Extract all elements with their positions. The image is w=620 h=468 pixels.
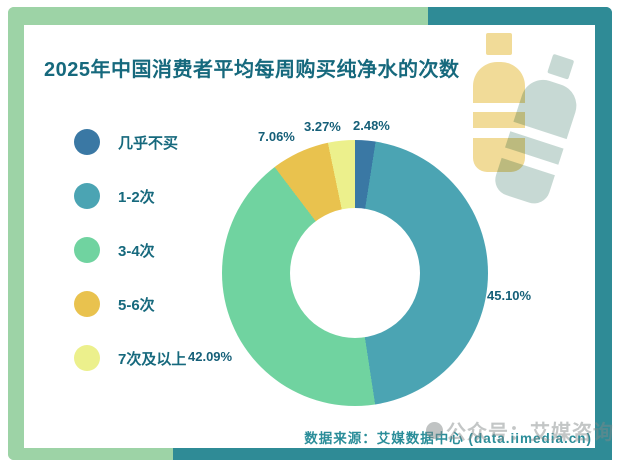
legend-label: 3-4次 [118,242,155,260]
legend-item: 几乎不买 [74,129,186,155]
frame-right [595,7,612,460]
chart-legend: 几乎不买 1-2次 3-4次 5-6次 7次及以上 [74,129,186,399]
page-title: 2025年中国消费者平均每周购买纯净水的次数 [44,59,460,81]
chart-card: 2025年中国消费者平均每周购买纯净水的次数 几乎不买 1-2次 3-4次 5-… [24,25,595,448]
legend-label: 1-2次 [118,188,155,206]
water-bottle-icon [471,33,527,172]
frame-bottom-right [173,448,612,460]
legend-swatch [74,183,100,209]
legend-swatch [74,291,100,317]
data-source-note: 数据来源：艾媒数据中心 (data.iimedia.cn) [304,431,592,446]
data-label: 3.27% [304,119,341,134]
data-label: 7.06% [258,129,295,144]
legend-swatch [74,345,100,371]
legend-item: 7次及以上 [74,345,186,371]
data-label: 2.48% [353,118,390,133]
frame-bottom-left [8,448,173,460]
legend-item: 5-6次 [74,291,186,317]
frame-top-left [8,7,428,25]
legend-swatch [74,129,100,155]
legend-label: 几乎不买 [118,134,179,152]
legend-item: 3-4次 [74,237,186,263]
bottle-body [471,62,527,172]
legend-label: 7次及以上 [118,350,187,368]
data-label: 45.10% [487,288,532,303]
data-label: 42.09% [188,349,233,364]
donut-chart [222,140,488,406]
frame-top-right [428,7,612,25]
bottle-stripe [471,128,527,138]
frame-left [8,7,24,460]
legend-item: 1-2次 [74,183,186,209]
legend-label: 5-6次 [118,296,155,314]
bottle-cap [547,53,575,80]
bottle-stripe [471,103,527,112]
bottle-cap [486,33,512,55]
legend-swatch [74,237,100,263]
